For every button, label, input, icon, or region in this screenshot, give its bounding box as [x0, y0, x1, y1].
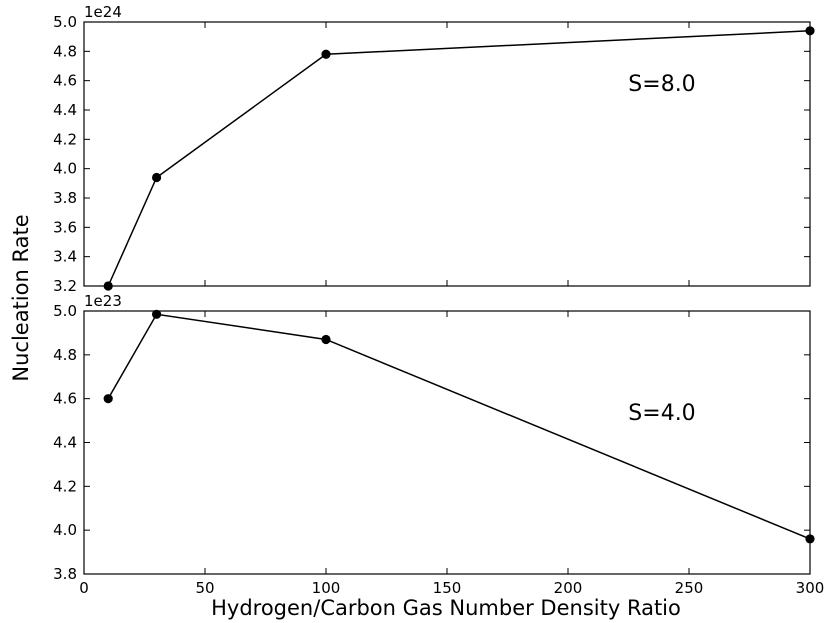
bottom-y-tick-label: 4.0: [53, 521, 77, 539]
top-y-offset-text: 1e24: [84, 3, 122, 21]
bottom-x-tick-label: 300: [796, 579, 825, 597]
top-y-tick-label: 3.2: [53, 277, 77, 295]
bottom-data-point: [805, 534, 815, 544]
top-y-tick-label: 3.6: [53, 218, 77, 236]
top-data-point: [103, 281, 113, 291]
bottom-data-point: [103, 394, 113, 404]
bottom-x-tick-label: 50: [195, 579, 214, 597]
bottom-x-tick-label: 100: [312, 579, 341, 597]
bottom-axes-frame: [83, 310, 811, 575]
x-axis-label: Hydrogen/Carbon Gas Number Density Ratio: [211, 596, 681, 620]
top-series: [103, 26, 815, 291]
top-y-tick-label: 4.4: [53, 101, 77, 119]
bottom-x-tick-label: 0: [79, 579, 89, 597]
bottom-y-tick-label: 4.2: [53, 477, 77, 495]
bottom-y-tick-label: 3.8: [53, 565, 77, 583]
bottom-y-tick-label: 4.4: [53, 434, 77, 452]
top-data-point: [152, 172, 162, 183]
y-axis-label: Nucleation Rate: [9, 214, 33, 381]
top-data-point: [805, 26, 815, 36]
bottom-y-offset-text: 1e23: [84, 292, 122, 310]
top-data-point: [321, 49, 331, 59]
bottom-y-tick-label: 5.0: [53, 302, 77, 320]
top-panel: 3.2 3.4 3.6 3.8 4.0 4.2 4.4 4.6 4.8 5.0 1e24 S=8.0: [53, 3, 815, 295]
bottom-series: [103, 309, 815, 544]
top-axes-frame: [83, 21, 811, 287]
bottom-data-point: [321, 334, 331, 345]
top-y-tick-label: 5.0: [53, 13, 77, 31]
bottom-series-line: [107, 313, 811, 540]
bottom-annotation: S=4.0: [628, 401, 695, 426]
bottom-x-tick-label: 250: [675, 579, 704, 597]
top-y-tick-label: 3.8: [53, 189, 77, 207]
top-y-tick-label: 4.2: [53, 130, 77, 148]
bottom-x-tick-label: 200: [554, 579, 583, 597]
bottom-panel: 3.8 4.0 4.2 4.4 4.6 4.8 5.0 0 50 100 150 200 250 300 1…: [53, 292, 824, 597]
bottom-y-tick-label: 4.6: [53, 390, 77, 408]
bottom-x-tick-label: 150: [433, 579, 462, 597]
top-y-tick-label: 4.0: [53, 160, 77, 178]
bottom-y-tick-label: 4.8: [53, 346, 77, 364]
top-series-line: [107, 30, 811, 287]
top-y-tick-label: 4.8: [53, 42, 77, 60]
top-y-tick-label: 3.4: [53, 248, 77, 266]
top-y-tick-label: 4.6: [53, 72, 77, 90]
bottom-data-point: [152, 309, 162, 319]
top-annotation: S=8.0: [628, 72, 695, 97]
